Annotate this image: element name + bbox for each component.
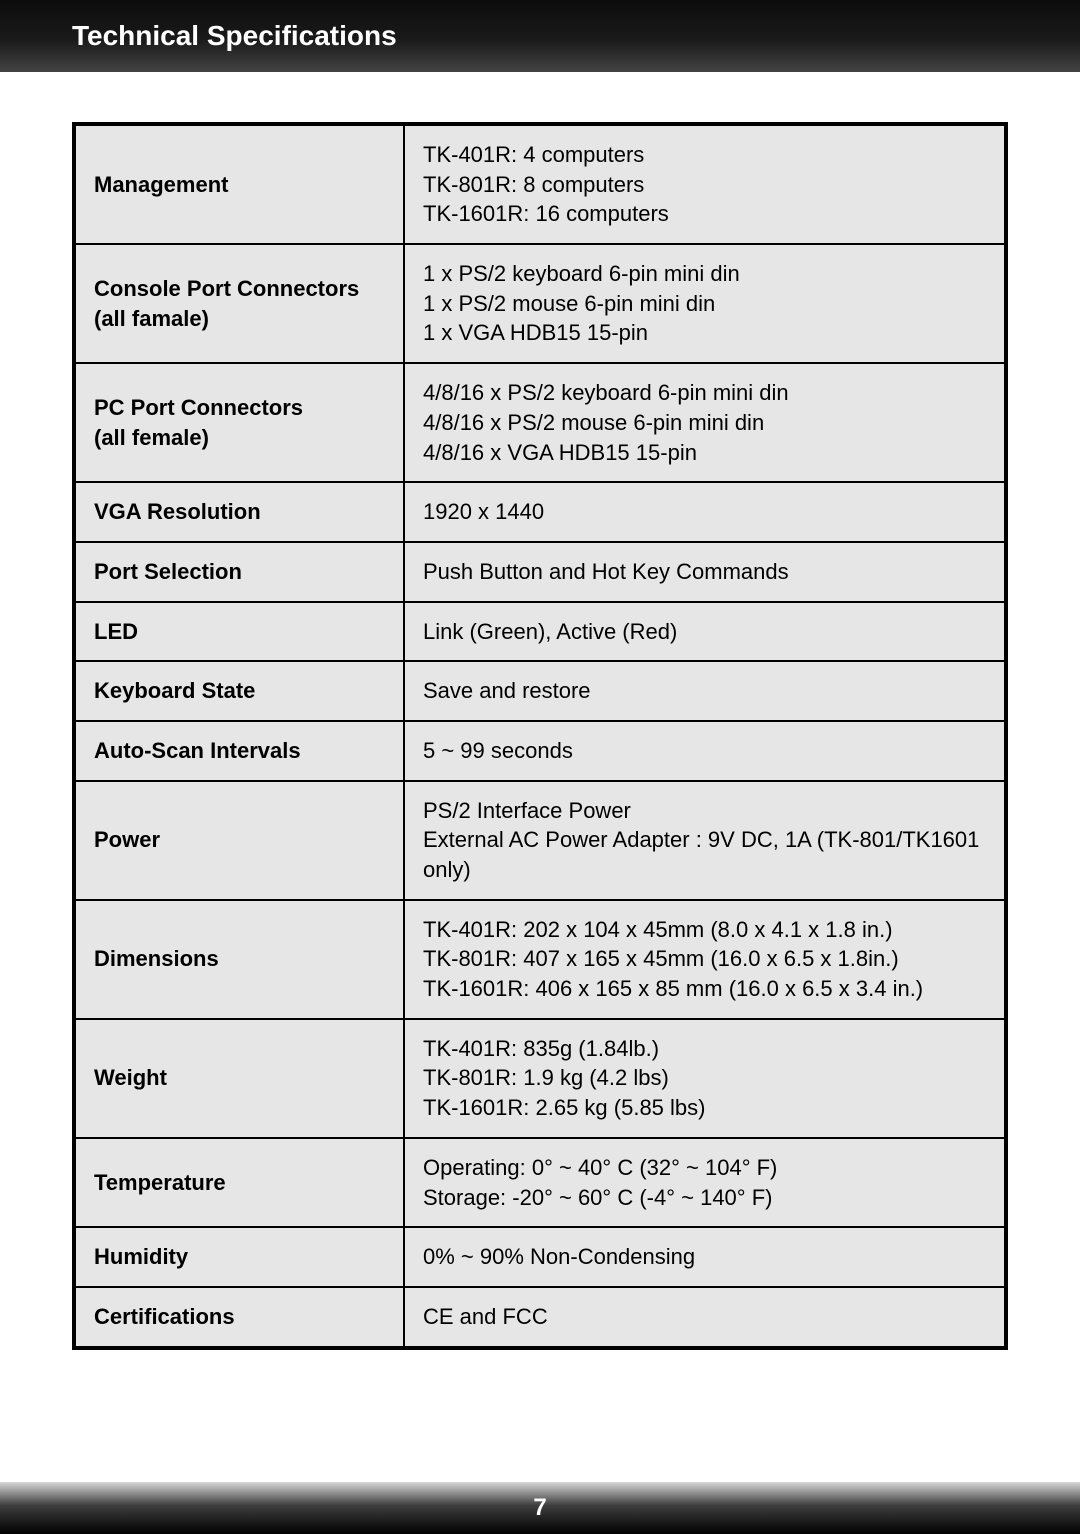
spec-value: Operating: 0° ~ 40° C (32° ~ 104° F) Sto… (404, 1138, 1006, 1227)
spec-value: TK-401R: 835g (1.84lb.) TK-801R: 1.9 kg … (404, 1019, 1006, 1138)
table-row: Temperature Operating: 0° ~ 40° C (32° ~… (74, 1138, 1006, 1227)
spec-value: Push Button and Hot Key Commands (404, 542, 1006, 602)
table-row: Port Selection Push Button and Hot Key C… (74, 542, 1006, 602)
table-row: VGA Resolution 1920 x 1440 (74, 482, 1006, 542)
spec-label: Temperature (74, 1138, 404, 1227)
spec-label: Management (74, 124, 404, 244)
spec-label: Keyboard State (74, 661, 404, 721)
table-row: Humidity 0% ~ 90% Non-Condensing (74, 1227, 1006, 1287)
page-body: Management TK-401R: 4 computers TK-801R:… (0, 72, 1080, 1350)
spec-label: Power (74, 781, 404, 900)
header-bar: Technical Specifications (0, 0, 1080, 72)
spec-value: TK-401R: 4 computers TK-801R: 8 computer… (404, 124, 1006, 244)
spec-label: VGA Resolution (74, 482, 404, 542)
spec-label: Weight (74, 1019, 404, 1138)
table-row: Power PS/2 Interface Power External AC P… (74, 781, 1006, 900)
spec-label: Auto-Scan Intervals (74, 721, 404, 781)
table-row: Console Port Connectors (all famale) 1 x… (74, 244, 1006, 363)
spec-value: 0% ~ 90% Non-Condensing (404, 1227, 1006, 1287)
specifications-table: Management TK-401R: 4 computers TK-801R:… (72, 122, 1008, 1350)
spec-value: Link (Green), Active (Red) (404, 602, 1006, 662)
spec-value: 1920 x 1440 (404, 482, 1006, 542)
table-row: Auto-Scan Intervals 5 ~ 99 seconds (74, 721, 1006, 781)
table-row: PC Port Connectors (all female) 4/8/16 x… (74, 363, 1006, 482)
spec-label: Port Selection (74, 542, 404, 602)
footer-bar: 7 (0, 1482, 1080, 1534)
table-row: Certifications CE and FCC (74, 1287, 1006, 1348)
spec-label: Humidity (74, 1227, 404, 1287)
spec-value: PS/2 Interface Power External AC Power A… (404, 781, 1006, 900)
spec-value: Save and restore (404, 661, 1006, 721)
spec-label: LED (74, 602, 404, 662)
table-row: LED Link (Green), Active (Red) (74, 602, 1006, 662)
spec-value: 5 ~ 99 seconds (404, 721, 1006, 781)
spec-label: Certifications (74, 1287, 404, 1348)
spec-value: TK-401R: 202 x 104 x 45mm (8.0 x 4.1 x 1… (404, 900, 1006, 1019)
spec-label: Dimensions (74, 900, 404, 1019)
spec-label: Console Port Connectors (all famale) (74, 244, 404, 363)
spec-value: CE and FCC (404, 1287, 1006, 1348)
table-row: Weight TK-401R: 835g (1.84lb.) TK-801R: … (74, 1019, 1006, 1138)
table-row: Keyboard State Save and restore (74, 661, 1006, 721)
page-title: Technical Specifications (72, 20, 397, 52)
table-row: Management TK-401R: 4 computers TK-801R:… (74, 124, 1006, 244)
page-number: 7 (533, 1494, 546, 1522)
spec-value: 4/8/16 x PS/2 keyboard 6-pin mini din 4/… (404, 363, 1006, 482)
spec-value: 1 x PS/2 keyboard 6-pin mini din 1 x PS/… (404, 244, 1006, 363)
table-row: Dimensions TK-401R: 202 x 104 x 45mm (8.… (74, 900, 1006, 1019)
spec-label: PC Port Connectors (all female) (74, 363, 404, 482)
